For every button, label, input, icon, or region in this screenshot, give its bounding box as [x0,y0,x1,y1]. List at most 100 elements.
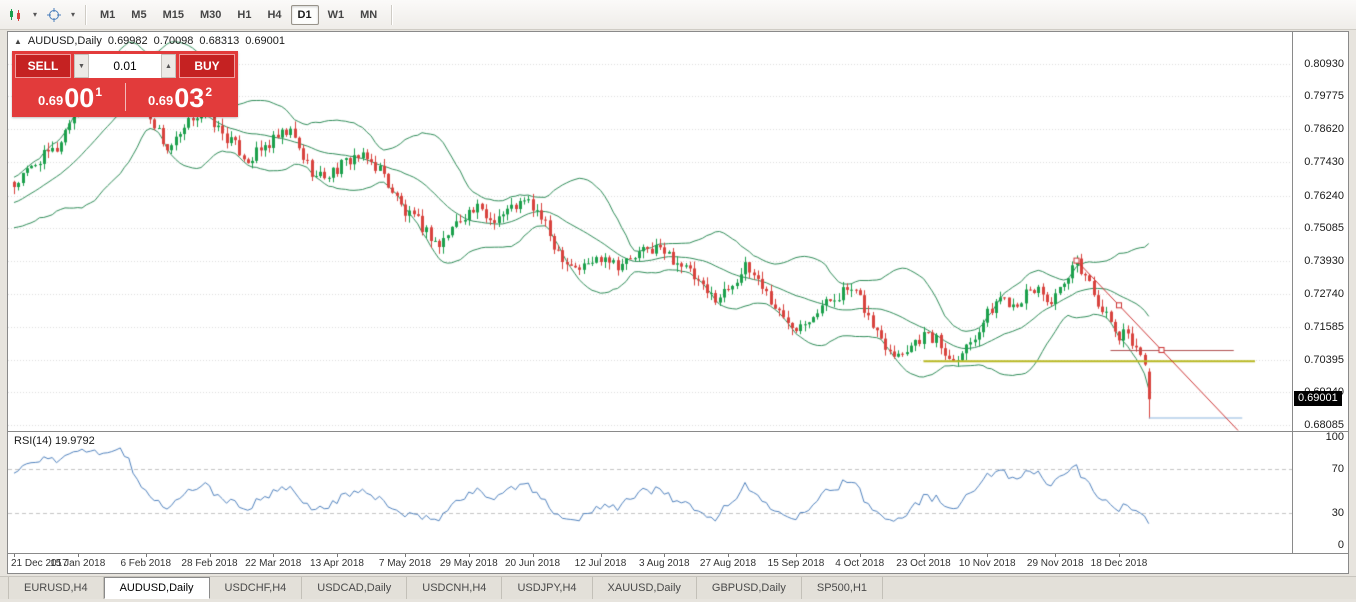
timeframe-button-d1[interactable]: D1 [290,4,319,25]
date-axis[interactable]: 21 Dec 2017 15 Jan 2018 6 Feb 2018 28 Feb 2… [8,553,1348,573]
date-tick [14,554,15,557]
timeframe-button-w1[interactable]: W1 [327,8,345,21]
buy-price-prefix: 0.69 [147,93,174,108]
price-axis-label: 0.78620 [1304,122,1344,135]
timeframe-button-m15[interactable]: M15 [162,8,184,21]
current-price-badge: 0.69001 [1294,391,1342,407]
timeframe-button-mn[interactable]: MN [360,8,378,21]
sell-price-prefix: 0.69 [37,93,64,108]
price-axis-label: 0.77430 [1304,156,1344,169]
price-axis-label: 0.72740 [1304,288,1344,301]
buy-price-pip: 2 [205,85,213,99]
timeframe-button-m30[interactable]: M30 [199,8,222,21]
collapse-panel-icon[interactable]: ▲ [14,36,22,46]
price-axis-label: 0.71585 [1304,320,1344,333]
price-axis-label: 0.75085 [1304,222,1344,235]
chart-tools-button[interactable] [42,4,66,26]
price-divider [125,83,126,111]
timeframe-button-m1[interactable]: M1 [100,8,116,21]
volume-field: ▼ 0.01 ▲ [74,54,176,78]
date-tick [532,554,534,557]
volume-decrease-button[interactable]: ▼ [74,54,89,78]
date-tick [77,554,79,557]
buy-price-big: 03 [174,83,205,113]
sell-button[interactable]: SELL [15,54,71,78]
date-axis-label: 6 Feb 2018 [120,558,172,569]
buy-button[interactable]: BUY [179,54,235,78]
date-tick [468,554,470,557]
rsi-axis-label: 0 [1337,539,1344,551]
ohlc-close: 0.69001 [245,35,285,47]
rsi-indicator-label: RSI(14) 19.9792 [14,435,95,447]
date-axis-label: 23 Oct 2018 [896,558,951,569]
chart-tab-gbpusd-daily[interactable]: GBPUSD,Daily [697,577,802,599]
date-tick [664,554,666,557]
date-tick [337,554,338,557]
date-axis-label: 21 Dec 2017 [11,558,68,569]
date-tick [209,554,211,557]
date-axis-label: 18 Dec 2018 [1090,558,1148,569]
date-axis-label: 10 Nov 2018 [958,558,1016,569]
chart-symbol-period: AUDUSD,Daily [27,35,102,47]
timeframe-button-h4[interactable]: H4 [267,8,282,21]
ohlc-low: 0.68313 [199,35,240,47]
chart-tab-audusd-daily[interactable]: AUDUSD,Daily [103,577,210,599]
price-axis-label: 0.68085 [1304,418,1344,431]
date-tick [728,554,729,557]
timeframe-button-m5[interactable]: M5 [131,8,147,21]
chart-tab-xauusd-daily[interactable]: XAUUSD,Daily [593,577,697,599]
price-axis[interactable]: 0.80930 0.79775 0.78620 0.77430 0.76240 0.750… [1292,32,1348,553]
timeframe-button-group: M1 M5 M15 M30 H1 H4 D1 W1 MN [92,4,385,25]
date-axis-label: 28 Feb 2018 [181,558,238,569]
chart-type-dropdown-caret[interactable]: ▾ [32,10,37,19]
rsi-axis-label: 30 [1331,506,1344,519]
chart-tab-sp500-h1[interactable]: SP500,H1 [802,577,884,599]
date-axis-label: 22 Mar 2018 [245,558,302,569]
ohlc-high: 0.70098 [153,35,194,47]
date-tick [273,554,275,557]
price-axis-label: 0.79775 [1304,90,1344,103]
volume-increase-button[interactable]: ▲ [161,54,176,78]
date-axis-label: 3 Aug 2018 [638,558,690,569]
pane-divider[interactable] [8,431,1348,432]
chart-tab-bar: EURUSD,H4 AUDUSD,Daily USDCHF,H4 USDCAD,Dai… [0,576,1356,599]
date-axis-label: 29 May 2018 [439,558,498,569]
chart-tab-usdchf-h4[interactable]: USDCHF,H4 [210,577,303,599]
sell-price-big: 00 [64,83,95,113]
date-axis-label: 7 May 2018 [378,558,432,569]
date-axis-label: 15 Sep 2018 [767,558,825,569]
date-axis-label: 20 Jun 2018 [504,558,561,569]
volume-value[interactable]: 0.01 [113,59,137,73]
chart-type-button[interactable] [4,4,28,26]
chart-tab-usdcad-daily[interactable]: USDCAD,Daily [302,577,408,599]
one-click-trading-panel: SELL ▼ 0.01 ▲ BUY 0.69 00 1 0.69 03 2 [12,51,238,117]
price-axis-label: 0.76240 [1304,189,1344,202]
rsi-axis-label: 70 [1331,463,1344,476]
date-tick [1119,554,1120,557]
date-axis-label: 12 Jul 2018 [574,558,627,569]
date-axis-label: 27 Aug 2018 [699,558,757,569]
price-axis-label: 0.80930 [1304,57,1344,70]
chart-tab-usdjpy-h4[interactable]: USDJPY,H4 [502,577,593,599]
candlestick-chart-icon [10,8,20,21]
date-tick [1055,554,1057,557]
chart-tab-usdcnh-h4[interactable]: USDCNH,H4 [407,577,503,599]
date-tick [987,554,989,557]
toolbar-separator [391,4,393,25]
buy-price-display[interactable]: 0.69 03 2 [125,78,235,114]
rsi-axis-label: 100 [1325,431,1344,443]
chart-tools-dropdown-caret[interactable]: ▾ [70,10,75,19]
chart-title: ▲ AUDUSD,Daily 0.69982 0.70098 0.68313 0… [14,35,285,47]
date-axis-label: 15 Jan 2018 [50,558,106,569]
sell-price-display[interactable]: 0.69 00 1 [15,78,125,114]
date-tick [859,554,861,557]
chart-tab-eurusd-h4[interactable]: EURUSD,H4 [8,577,104,599]
date-tick [405,554,406,557]
rsi-indicator-canvas[interactable] [8,432,1292,553]
toolbar-separator [85,4,86,25]
ohlc-open: 0.69982 [107,35,148,47]
timeframe-button-h1[interactable]: H1 [237,8,252,21]
crosshair-icon [47,7,61,22]
date-axis-label: 29 Nov 2018 [1026,558,1084,569]
date-tick [796,554,797,557]
